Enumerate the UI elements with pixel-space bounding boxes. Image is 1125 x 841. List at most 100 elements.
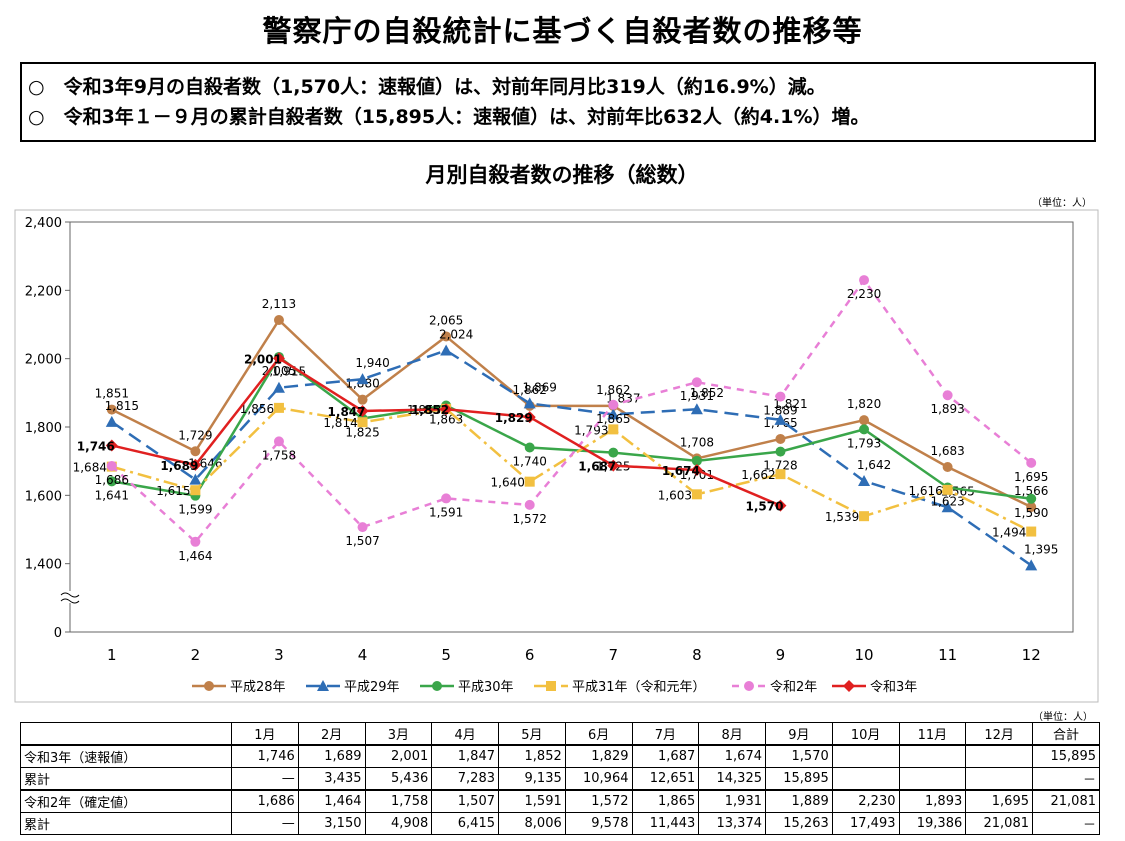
marker <box>357 522 368 533</box>
marker <box>775 391 786 402</box>
table-cell: 8月 <box>698 722 766 746</box>
data-label: 2,001 <box>244 352 282 366</box>
marker <box>942 390 953 401</box>
table-cell: 2,230 <box>831 789 900 813</box>
y-tick-label: 1,800 <box>25 421 62 436</box>
marker <box>273 315 284 326</box>
table-row: 令和3年（速報値） 1,746 1,689 2,001 1,847 1,852 1,829 1… <box>20 744 1100 768</box>
data-label: 1,507 <box>345 534 379 548</box>
data-label: 1,940 <box>355 356 389 370</box>
table-cell: 1月 <box>231 722 299 746</box>
table-row: 令和2年（確定値） 1,686 1,464 1,758 1,507 1,591 1,572 1… <box>20 789 1100 813</box>
table-cell: 2月 <box>297 722 366 746</box>
data-label: 1,815 <box>105 399 139 413</box>
legend-marker <box>744 681 754 691</box>
x-tick-label: 11 <box>938 646 957 664</box>
series: 1,6411,5992,0051,8251,8631,7401,7251,701… <box>95 351 1048 520</box>
data-label: 1,686 <box>95 473 129 487</box>
x-tick-label: 5 <box>441 646 451 664</box>
marker <box>189 458 202 471</box>
table-cell: 19,386 <box>898 812 967 835</box>
data-label: 1,599 <box>178 503 212 517</box>
chart-frame <box>14 209 1099 703</box>
line <box>111 318 1032 509</box>
y-tick-label: 0 <box>54 626 62 641</box>
table-cell: 17,493 <box>831 812 900 835</box>
table-cell: 4,908 <box>364 812 433 835</box>
data-label: 1,793 <box>847 436 881 450</box>
data-label: 1,641 <box>95 488 129 502</box>
table-cell: 1,507 <box>431 789 499 813</box>
table-cell: 6月 <box>564 722 633 746</box>
marker <box>859 415 870 426</box>
table-cell: 5,436 <box>364 767 433 791</box>
marker <box>1025 559 1038 571</box>
table-cell: 合計 <box>1032 722 1100 746</box>
table-row: 累計 —3,150 4,908 6,415 8,006 9,578 11,443 13,374… <box>20 812 1100 835</box>
line <box>111 349 1032 567</box>
marker <box>524 442 535 453</box>
legend-label: 平成30年 <box>458 680 514 695</box>
data-label: 1,889 <box>763 404 797 418</box>
table-row: 1月 2月 3月 4月 5月 6月 7月 8月 9月 10月 11月 12月 合計 <box>20 722 1100 746</box>
marker <box>1026 501 1037 512</box>
data-label: 1,862 <box>513 383 547 397</box>
table-cell: — <box>231 812 299 835</box>
table-cell: 15,895 <box>1032 744 1100 768</box>
table-cell: 令和3年（速報値） <box>20 744 232 768</box>
data-label: 1,683 <box>930 444 964 458</box>
table-unit: （単位：人） <box>1033 712 1093 723</box>
data-label: 1,758 <box>262 448 296 462</box>
table-cell: 7月 <box>631 722 700 746</box>
marker <box>357 417 368 428</box>
data-label: 1,615 <box>156 484 190 498</box>
table-cell: 12,651 <box>631 767 700 791</box>
table-cell: 8,006 <box>498 812 566 835</box>
data-label: 1,684 <box>73 461 107 475</box>
marker <box>942 484 953 495</box>
marker <box>272 381 285 393</box>
marker <box>1026 493 1037 504</box>
table-cell: 6,415 <box>431 812 499 835</box>
data-label: 1,814 <box>323 416 357 430</box>
data-label: 1,616 <box>908 484 942 498</box>
table-cell: 14,325 <box>698 767 766 791</box>
marker <box>775 433 786 444</box>
marker <box>859 275 870 286</box>
marker <box>356 373 369 385</box>
table-cell <box>965 744 1033 768</box>
data-label: 1,869 <box>523 380 557 394</box>
y-tick-label: 2,200 <box>25 284 62 299</box>
marker <box>608 399 619 410</box>
plot-area <box>69 221 1074 633</box>
marker <box>105 439 118 452</box>
marker <box>523 411 536 424</box>
x-tick-label: 9 <box>776 646 786 664</box>
table-cell: 3,435 <box>297 767 366 791</box>
data-label: 1,642 <box>857 458 891 472</box>
marker <box>1026 457 1037 468</box>
data-label: 2,230 <box>847 287 881 301</box>
table-cell: 累計 <box>20 812 232 835</box>
data-label: 1,915 <box>272 365 306 379</box>
table-cell: 累計 <box>20 767 232 791</box>
data-label: 1,662 <box>741 468 775 482</box>
table-cell <box>965 767 1033 791</box>
table-cell: 3,150 <box>297 812 366 835</box>
marker <box>690 464 703 477</box>
marker <box>859 424 870 435</box>
data-label: 1,793 <box>574 423 608 437</box>
series: 1,746 1,689 2,001 1,847 1,852 1,829 1,687 1,674… <box>77 352 787 514</box>
data-label: 1,856 <box>240 402 274 416</box>
x-tick-label: 3 <box>274 646 284 664</box>
table-cell: － <box>1032 767 1100 791</box>
marker <box>608 447 619 458</box>
table-cell: 9,135 <box>498 767 566 791</box>
summary-box: ○ 令和3年9月の自殺者数（1,570人：速報値）は、対前年同月比319人（約1… <box>20 62 1096 142</box>
marker <box>105 415 118 427</box>
table-cell: — <box>231 767 299 791</box>
data-label: 1,590 <box>1014 506 1048 520</box>
x-tick-label: 4 <box>358 646 368 664</box>
data-label: 1,464 <box>178 549 212 563</box>
legend-label: 令和3年 <box>870 680 917 695</box>
